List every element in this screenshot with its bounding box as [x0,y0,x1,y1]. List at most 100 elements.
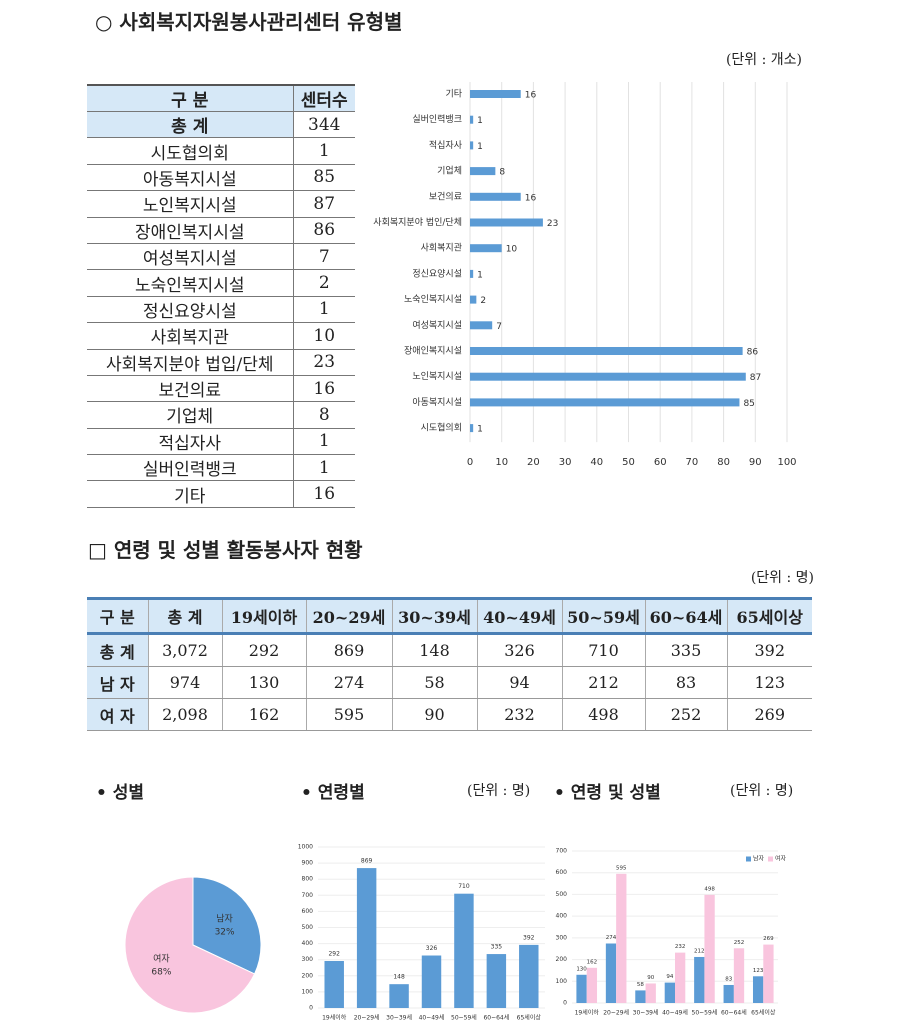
table-cell: 87 [293,190,355,218]
value-label: 498 [704,886,715,892]
table-cell: 85 [293,164,355,192]
value-label: 16 [525,193,537,203]
bar [605,943,617,1003]
bar [470,424,474,433]
value-label: 130 [576,966,587,972]
value-label: 23 [547,219,558,229]
value-label: 58 [637,982,644,988]
category-label: 아동복지시설 [412,397,462,408]
table-row: 시도협의회 1 [87,137,355,165]
bar [454,893,474,1008]
category-label: 기업체 [437,166,462,177]
bar [470,244,502,253]
bar [576,974,587,1003]
bar [470,141,474,150]
bar [470,372,746,381]
bar [470,90,521,98]
table-cell: 여 자 [87,698,149,731]
bar [616,873,627,1003]
unit-note: (단위 : 개소) [725,52,802,68]
x-tick-label: 40~49세 [662,1009,688,1017]
category-label: 보건의료 [429,191,462,202]
table-cell: 8 [293,401,355,429]
table-cell: 사회복지분야 법입/단체 [87,349,294,376]
bar [470,347,743,355]
y-tick-label: 800 [302,876,314,883]
value-label: 1 [477,270,483,280]
x-tick-label: 30~39세 [386,1014,412,1022]
y-tick-label: 300 [556,934,568,941]
x-tick-label: 30~39세 [633,1009,659,1017]
table-cell: 344 [293,111,355,139]
bar [470,115,474,124]
x-tick-label: 90 [749,457,762,468]
value-label: 87 [750,373,761,383]
table-cell: 123 [727,666,812,699]
y-tick-label: 300 [302,956,314,963]
header-cell: 구 분 [87,597,149,635]
bar [635,990,646,1003]
value-label: 94 [666,974,673,980]
chart-heading: • 성별 [96,783,145,803]
bar [470,269,474,278]
table-cell: 3,072 [148,633,223,667]
bar [486,954,507,1008]
table-row: 보건의료 16 [87,375,355,403]
value-label: 710 [458,883,470,890]
table-cell: 252 [645,698,728,731]
y-tick-label: 400 [302,940,314,947]
table-cell: 노숙인복지시설 [87,269,294,297]
value-label: 16 [525,91,537,101]
category-label: 노인복지시설 [412,371,462,382]
bar [675,952,686,1003]
bar [694,956,705,1003]
pie-slice [192,876,262,975]
table-cell: 실버인력뱅크 [87,454,294,482]
pie-slice [124,876,256,1014]
x-tick-label: 30 [559,457,572,468]
header-cell: 30~39세 [392,597,478,635]
bar [470,192,521,201]
y-tick-label: 500 [302,924,314,931]
value-label: 1 [477,142,483,152]
x-tick-label: 60~64세 [483,1014,509,1022]
table-cell: 정신요양시설 [87,296,294,324]
bar [763,944,774,1003]
slice-value: 68% [151,968,171,978]
value-label: 148 [393,974,405,981]
value-label: 595 [616,865,627,871]
y-tick-label: 200 [302,972,314,979]
bar [645,983,656,1003]
value-label: 8 [499,168,505,178]
value-label: 269 [763,936,774,942]
table-cell: 기타 [87,480,294,508]
category-label: 실버인력뱅크 [412,113,462,125]
x-tick-label: 20~29세 [354,1014,380,1022]
bar [470,398,740,407]
x-tick-label: 60~64세 [721,1009,747,1017]
bar [586,967,598,1003]
table-cell: 사회복지관 [87,322,294,350]
header-cell: 20~29세 [306,597,393,635]
value-label: 212 [694,948,705,954]
category-label: 시도협의회 [421,422,462,434]
slice-value: 32% [215,927,235,937]
category-label: 기타 [445,89,462,100]
table-cell: 86 [293,217,355,244]
bar [470,218,543,227]
bar [470,321,493,330]
unit-note: (단위 : 명) [467,783,531,799]
value-label: 162 [587,959,598,965]
y-tick-label: 400 [556,913,568,920]
table-row: 정신요양시설 1 [87,296,355,324]
table-cell: 292 [222,633,307,667]
value-label: 1 [477,116,483,126]
table-cell: 2 [293,269,355,297]
value-label: 392 [523,934,535,941]
table-cell: 아동복지시설 [87,164,294,192]
table-cell: 시도협의회 [87,137,294,165]
header-cell: 구 분 [87,84,294,112]
value-label: 123 [753,968,764,974]
value-label: 869 [361,858,373,865]
